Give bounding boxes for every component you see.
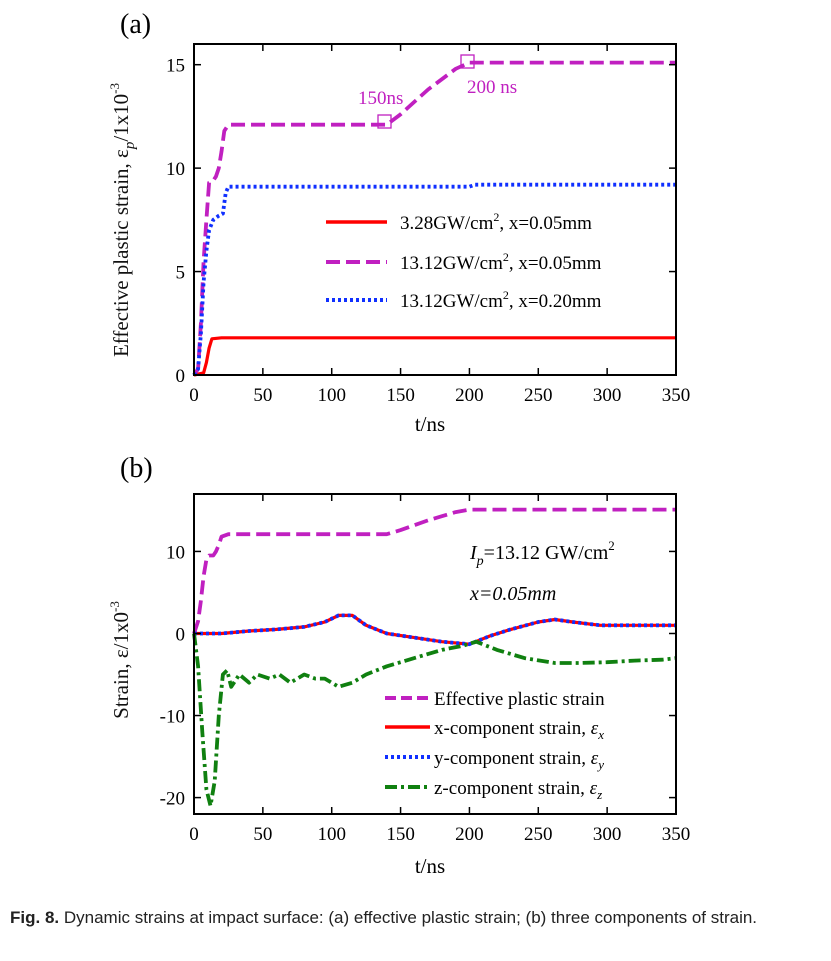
panel-a-plot-area: 0 50 100 150 200 250 300 350 0 5 10 15 bbox=[166, 43, 691, 406]
legend-a-label-13-12-b: 13.12GW/cm2, x=0.20mm bbox=[400, 288, 602, 312]
legend-b-label-y: y-component strain, εy bbox=[434, 748, 604, 772]
x-tick-label-b-7: 350 bbox=[662, 824, 691, 845]
x-tick-label-b-1: 50 bbox=[253, 824, 272, 845]
annotation-200ns: 200 ns bbox=[467, 77, 517, 98]
x-tick-label-a-4: 200 bbox=[455, 385, 484, 406]
y-tick-label-a-3: 15 bbox=[166, 56, 185, 77]
panel-a-x-axis-label: t/ns bbox=[415, 412, 445, 436]
series-a-1-line bbox=[192, 60, 676, 377]
x-tick-label-b-4: 200 bbox=[455, 824, 484, 845]
y-tick-label-a-0: 0 bbox=[176, 366, 186, 387]
legend-b-label-x: x-component strain, εx bbox=[434, 718, 604, 742]
annotation-intensity: Ip=13.12 GW/cm2 bbox=[469, 538, 615, 569]
panel-b-x-axis-label: t/ns bbox=[415, 854, 445, 878]
x-tick-label-a-3: 150 bbox=[386, 385, 415, 406]
legend-a-label-3-28: 3.28GW/cm2, x=0.05mm bbox=[400, 210, 592, 234]
marker-150ns bbox=[377, 114, 392, 129]
x-tick-label-b-5: 250 bbox=[524, 824, 553, 845]
panel-b: (b) Strain, ε/1x0-3 0 50 100 150 200 250 300 35… bbox=[107, 453, 690, 878]
x-tick-label-b-0: 0 bbox=[189, 824, 199, 845]
panel-b-legend: Effective plastic strain x-component str… bbox=[385, 689, 605, 802]
x-tick-label-a-2: 100 bbox=[317, 385, 346, 406]
series-a-0-line bbox=[193, 336, 676, 377]
panel-a-legend: 3.28GW/cm2, x=0.05mm 13.12GW/cm2, x=0.05… bbox=[326, 210, 602, 312]
series-b-3-line bbox=[192, 633, 677, 808]
legend-b-label-z: z-component strain, εz bbox=[434, 778, 602, 802]
legend-b-label-effective: Effective plastic strain bbox=[434, 689, 605, 710]
x-tick-label-a-5: 250 bbox=[524, 385, 553, 406]
y-tick-label-a-1: 5 bbox=[176, 263, 186, 284]
y-tick-label-b-3: 10 bbox=[166, 542, 185, 563]
x-tick-label-a-0: 0 bbox=[189, 385, 199, 406]
x-tick-label-b-3: 150 bbox=[386, 824, 415, 845]
x-tick-label-b-2: 100 bbox=[317, 824, 346, 845]
marker-200ns bbox=[460, 54, 475, 69]
legend-a-label-13-12-a: 13.12GW/cm2, x=0.05mm bbox=[400, 250, 602, 274]
x-tick-label-a-6: 300 bbox=[593, 385, 622, 406]
panel-b-plot-area: 0 50 100 150 200 250 300 350 -20 -10 0 10 bbox=[160, 493, 691, 845]
series-b-2-line bbox=[194, 613, 676, 647]
panel-a-y-axis-label: Effective plastic strain, εp/1x10-3 bbox=[107, 83, 138, 357]
x-tick-label-a-7: 350 bbox=[662, 385, 691, 406]
panel-a-label: (a) bbox=[120, 9, 151, 40]
panel-a: (a) Effective plastic strain, εp/1x10-3 … bbox=[107, 9, 690, 436]
series-a-2-line bbox=[192, 182, 676, 377]
y-tick-label-a-2: 10 bbox=[166, 159, 185, 180]
series-b-0-line bbox=[192, 507, 676, 635]
panel-a-frame bbox=[193, 43, 677, 376]
figure: (a) Effective plastic strain, εp/1x10-3 … bbox=[107, 9, 690, 878]
caption-text: Dynamic strains at impact surface: (a) e… bbox=[59, 908, 758, 927]
series-b-1-line bbox=[194, 613, 676, 646]
y-tick-label-b-2: 0 bbox=[176, 624, 186, 645]
annotation-150ns: 150ns bbox=[358, 88, 403, 109]
x-tick-label-b-6: 300 bbox=[593, 824, 622, 845]
y-tick-label-b-1: -10 bbox=[160, 707, 185, 728]
x-tick-label-a-1: 50 bbox=[253, 385, 272, 406]
caption-label: Fig. 8. bbox=[10, 908, 60, 927]
figure-caption: Fig. 8. Dynamic strains at impact surfac… bbox=[10, 906, 810, 929]
y-tick-label-b-0: -20 bbox=[160, 789, 185, 810]
annotation-position: x=0.05mm bbox=[469, 583, 556, 605]
panel-b-y-axis-label: Strain, ε/1x0-3 bbox=[107, 601, 133, 719]
panel-b-frame bbox=[193, 493, 677, 815]
panel-b-label: (b) bbox=[120, 453, 153, 484]
